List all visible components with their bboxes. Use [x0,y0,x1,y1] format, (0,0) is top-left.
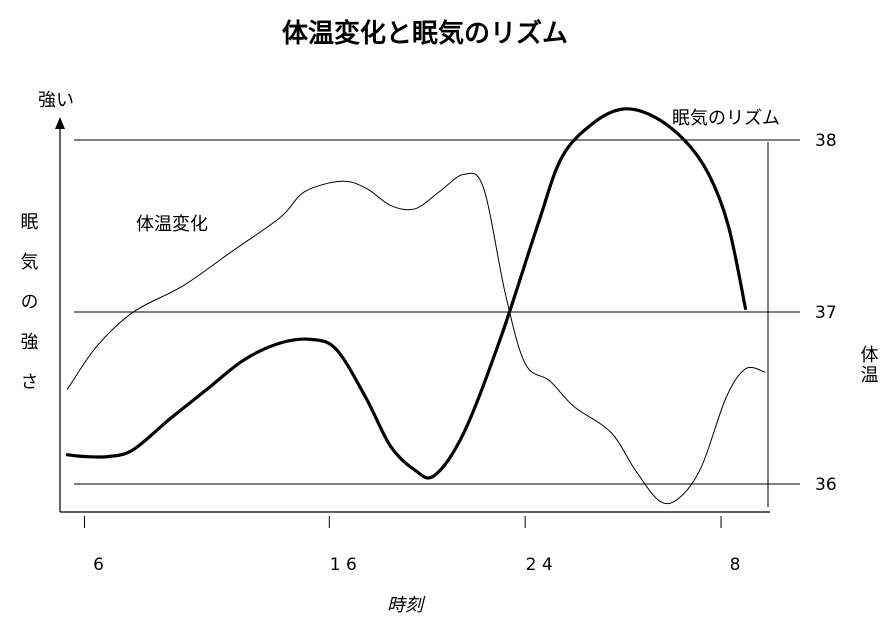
annotation-sleepiness: 眠気のリズム [672,108,780,129]
x-ticks: 6 1 6 2 4 8 [83,516,741,575]
series-line-sleepiness [65,107,748,480]
y-right-tick-label: 37 [815,303,837,323]
y-right-ticks: 36 37 38 [815,131,837,495]
y-axis-arrow [55,117,65,129]
x-tick-label: 2 4 [526,555,553,575]
annotation-body-temp: 体温変化 [136,214,208,235]
y-right-tick-label: 38 [815,131,837,151]
chart-title: 体温変化と眠気のリズム [282,18,568,49]
gridlines [74,139,800,485]
y-left-label: 眠気の強さ [18,212,39,412]
x-tick-label: 1 6 [330,555,357,575]
x-tick-label: 8 [730,555,741,575]
y-right-label: 体温 [858,345,879,385]
series-group [65,107,766,505]
series-line-body-temperature [66,172,766,505]
x-tick-label: 6 [93,555,104,575]
y-right-tick-label: 36 [815,475,837,495]
x-axis-label: 時刻 [387,595,426,616]
y-left-top-label: 強い [38,90,74,111]
